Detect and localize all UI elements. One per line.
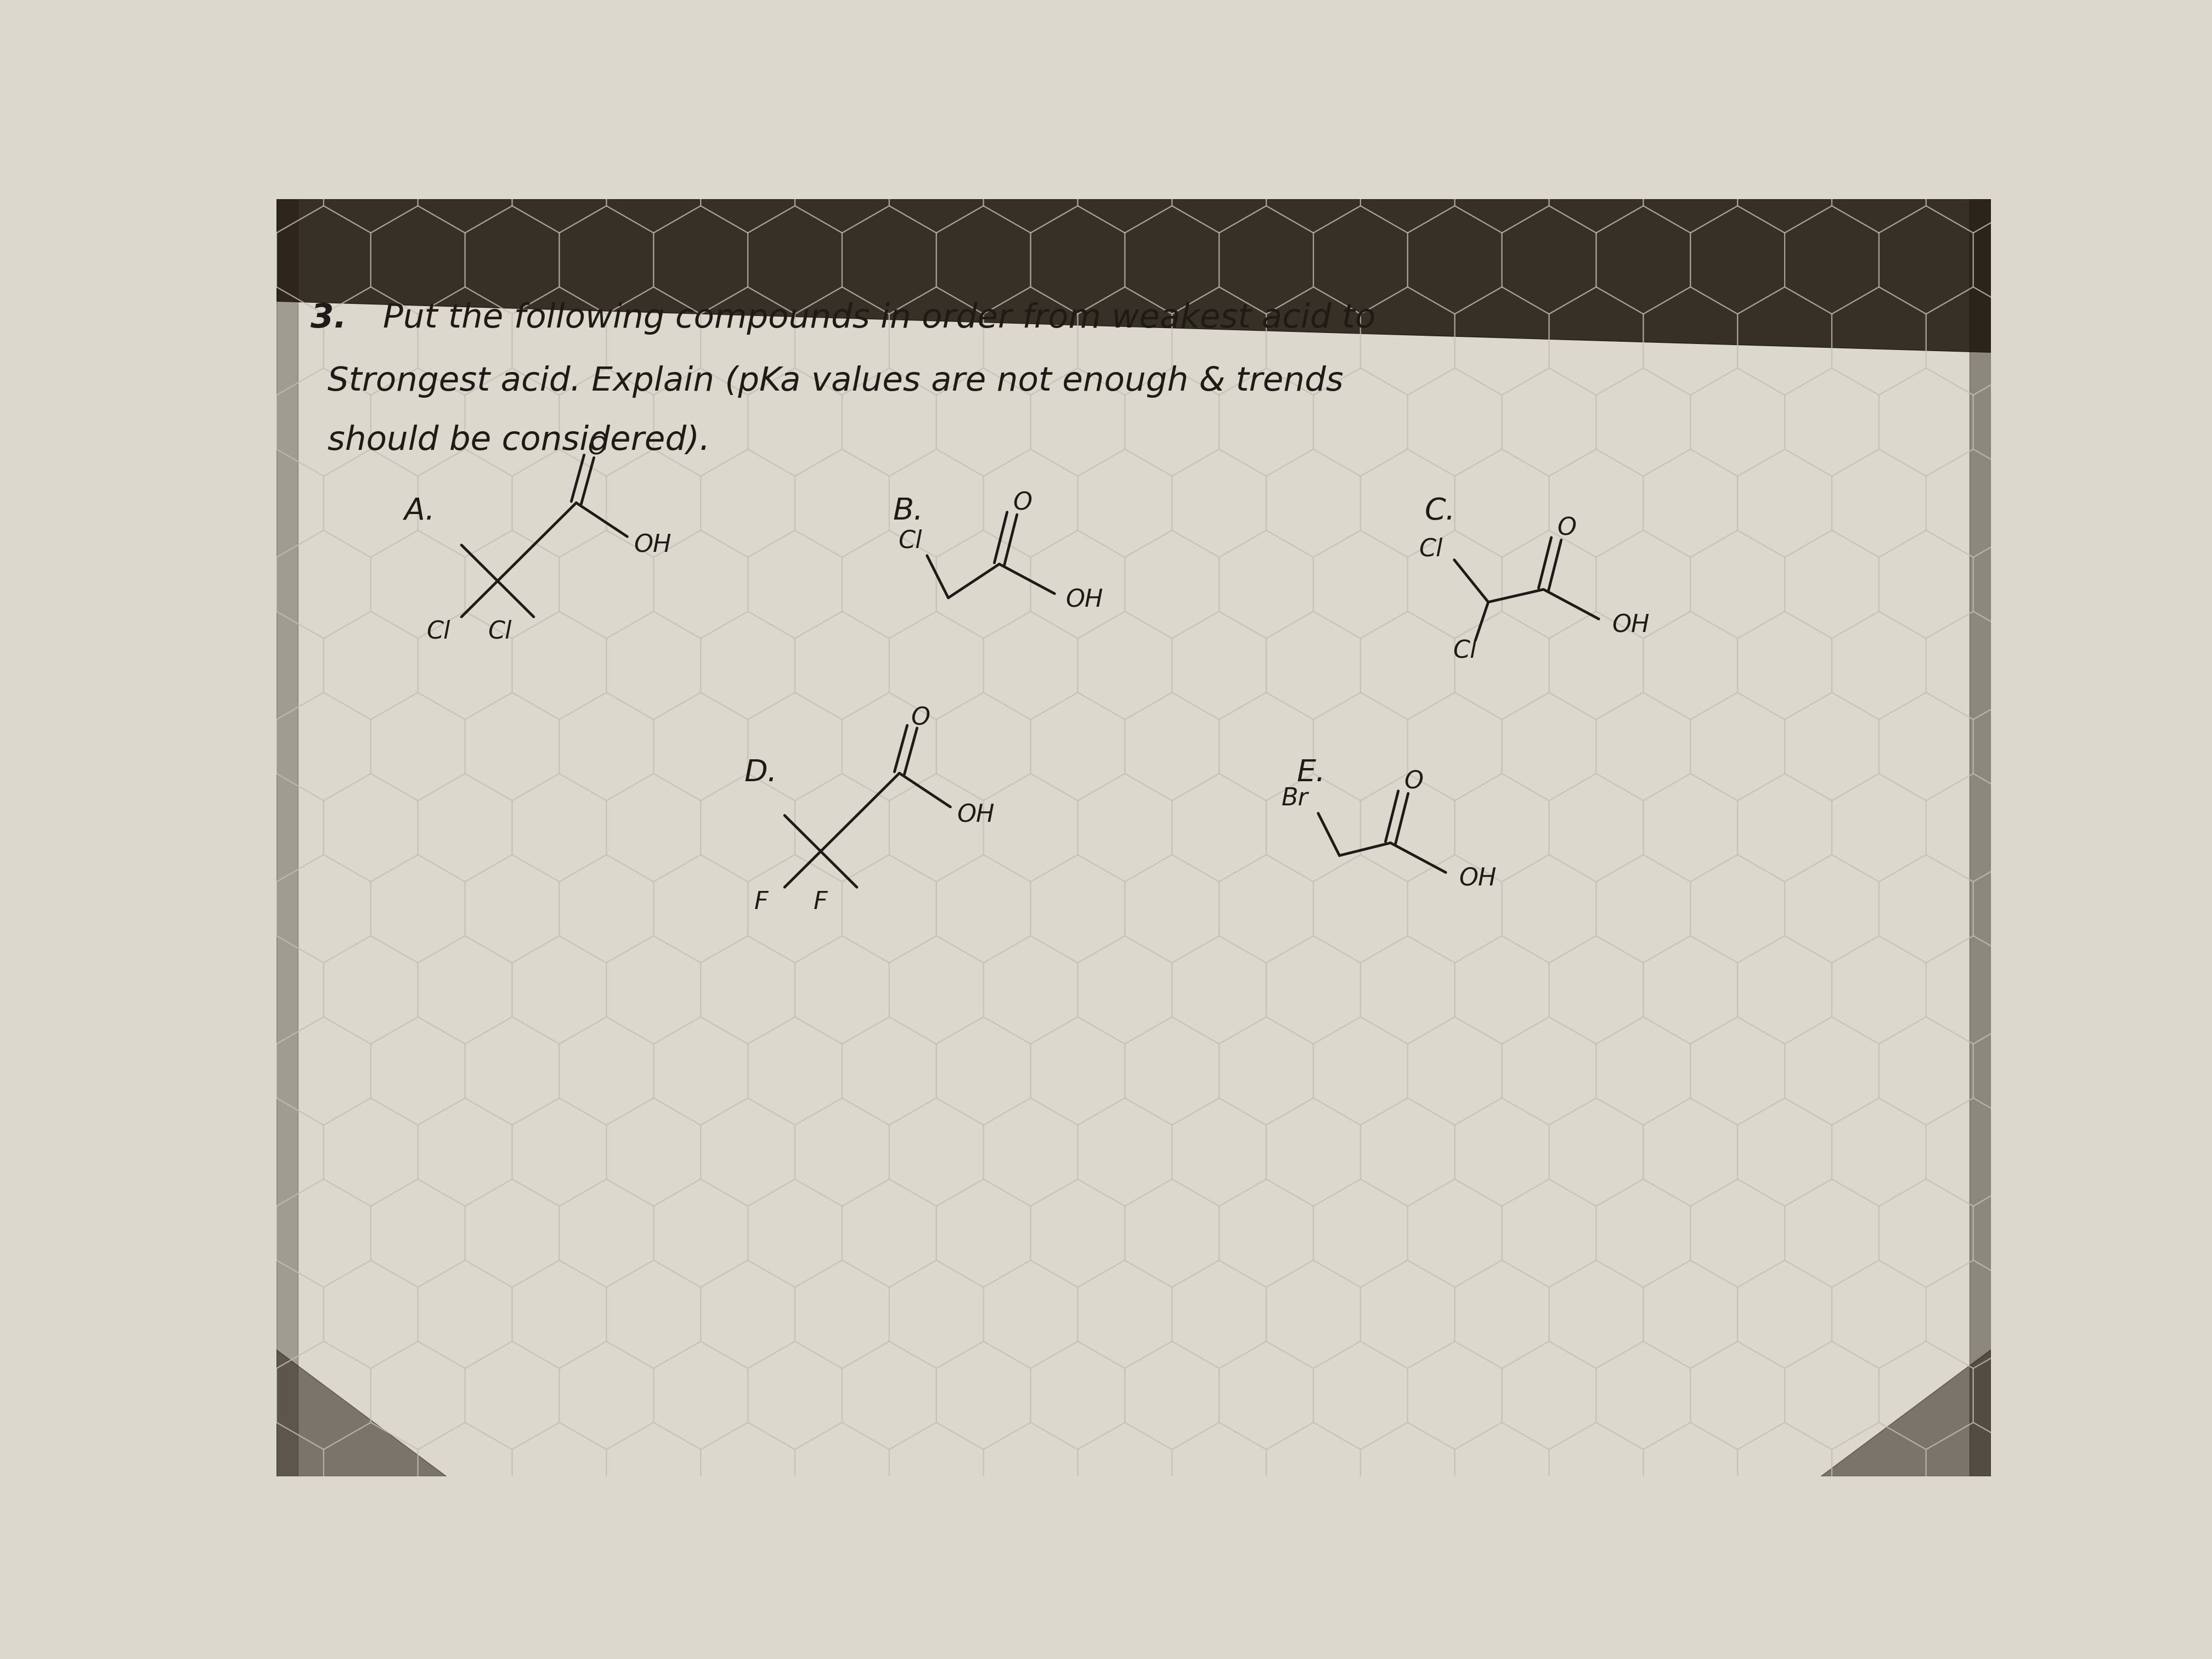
Text: C.: C. xyxy=(1425,496,1455,526)
Polygon shape xyxy=(276,199,1991,352)
Polygon shape xyxy=(276,199,299,1477)
Text: Cl: Cl xyxy=(1453,639,1478,662)
Text: should be considered).: should be considered). xyxy=(327,425,710,456)
Text: O: O xyxy=(1405,770,1425,793)
Text: OH: OH xyxy=(1066,589,1104,612)
Text: D.: D. xyxy=(743,758,776,788)
Text: 3.: 3. xyxy=(310,302,347,335)
Text: O: O xyxy=(588,436,606,460)
Text: B.: B. xyxy=(894,496,925,526)
Text: O: O xyxy=(1013,491,1033,514)
Text: E.: E. xyxy=(1296,758,1325,788)
Text: A.: A. xyxy=(405,496,436,526)
Text: Cl: Cl xyxy=(898,529,922,552)
Text: Strongest acid. Explain (pKa values are not enough & trends: Strongest acid. Explain (pKa values are … xyxy=(327,365,1343,398)
Text: Cl: Cl xyxy=(489,620,511,644)
Text: O: O xyxy=(1557,516,1577,539)
Text: Cl: Cl xyxy=(427,620,449,644)
Text: F: F xyxy=(754,891,768,914)
Text: F: F xyxy=(814,891,827,914)
Text: O: O xyxy=(911,707,931,730)
Text: OH: OH xyxy=(635,533,672,557)
Polygon shape xyxy=(276,1350,447,1477)
Polygon shape xyxy=(1820,1350,1991,1477)
Polygon shape xyxy=(1969,199,1991,1477)
Text: Br: Br xyxy=(1281,786,1307,810)
Text: Cl: Cl xyxy=(1418,538,1442,561)
Text: OH: OH xyxy=(1460,868,1495,891)
Text: Put the following compounds in order from weakest acid to: Put the following compounds in order fro… xyxy=(383,302,1376,335)
Text: OH: OH xyxy=(1613,614,1650,637)
Text: OH: OH xyxy=(958,803,995,828)
